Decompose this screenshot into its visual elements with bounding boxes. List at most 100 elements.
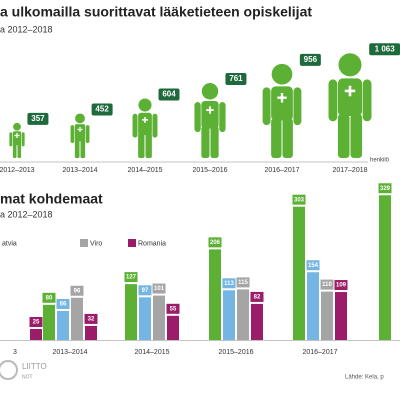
bar: [209, 249, 221, 340]
bar: [307, 272, 319, 340]
value-label-box: [306, 260, 320, 271]
value-label: 956: [304, 55, 318, 64]
legend-label: atvia: [2, 240, 17, 247]
value-label-box: [369, 43, 400, 56]
logo-text: NOT: [22, 374, 33, 380]
legend-swatch: [80, 239, 88, 247]
figure-body: [337, 78, 363, 117]
figure-leg: [74, 139, 80, 158]
figure-leg: [337, 114, 350, 158]
person-figure: [328, 53, 372, 158]
figure-arm: [21, 132, 25, 147]
value-label: 55: [170, 306, 177, 312]
value-label: 66: [60, 302, 67, 308]
value-label: 1 063: [375, 44, 396, 53]
chart-title: a ulkomailla suorittavat lääketieteen op…: [0, 4, 312, 20]
person-figure: [132, 98, 158, 158]
figure-leg: [138, 133, 145, 158]
value-label: 113: [224, 281, 234, 287]
figure-head: [138, 98, 152, 112]
x-tick-label: 2017–2018: [332, 167, 367, 174]
figure-arm: [293, 87, 302, 126]
figure-leg: [201, 126, 210, 158]
unit-label: henkilö: [370, 158, 390, 164]
figure-head: [338, 53, 362, 77]
value-label-box: [152, 283, 166, 294]
figure-body: [138, 112, 152, 136]
figure-arm: [9, 132, 13, 147]
bar: [321, 291, 333, 340]
figure-body: [12, 131, 22, 146]
value-label: 80: [46, 295, 53, 301]
figure-head: [13, 122, 21, 131]
value-label: 115: [238, 280, 248, 286]
value-label: 127: [126, 275, 137, 281]
bar: [71, 297, 83, 340]
figure-cross: [142, 116, 148, 123]
value-label-box: [42, 292, 56, 303]
bar: [153, 295, 165, 340]
figure-cross: [206, 106, 214, 114]
figure-body: [271, 86, 293, 121]
value-label-box: [27, 112, 49, 125]
value-label-box: [378, 183, 392, 194]
figure-cross: [344, 85, 356, 97]
person-figure: [70, 113, 90, 158]
value-label-box: [91, 103, 113, 116]
value-label: 96: [74, 288, 81, 294]
bar: [85, 325, 97, 340]
value-label-box: [56, 298, 70, 309]
figure-arm: [152, 113, 158, 138]
figure-arm: [362, 79, 372, 122]
value-label-box: [225, 73, 247, 86]
value-label: 109: [336, 283, 347, 289]
value-label: 604: [162, 90, 176, 99]
value-label: 357: [31, 114, 45, 123]
x-tick-label: 2016–2017: [302, 349, 337, 356]
value-label: 154: [308, 263, 319, 269]
legend-label: Viro: [90, 240, 102, 247]
figure-head: [271, 63, 293, 85]
x-tick-label: 2015–2016: [192, 167, 227, 174]
x-tick-label: 3: [13, 349, 17, 356]
value-label-box: [29, 317, 43, 327]
bar: [57, 310, 69, 340]
legend-swatch: [128, 239, 136, 247]
figure-leg: [12, 143, 17, 158]
x-tick-label: 2013–2014: [52, 349, 87, 356]
chart-subtitle: a 2012–2018: [0, 209, 53, 219]
legend-label: Romania: [138, 240, 166, 247]
figure-arm: [70, 125, 75, 143]
bar: [139, 297, 151, 340]
figure-arm: [194, 102, 201, 133]
bar: [125, 284, 137, 340]
value-label-box: [299, 53, 321, 66]
value-label-box: [222, 278, 236, 289]
value-label-box: [138, 285, 152, 296]
logo-icon: [0, 360, 18, 380]
value-label-box: [250, 291, 264, 302]
x-tick-label: 2013–2014: [62, 167, 97, 174]
logo-text: LIITTO: [22, 362, 47, 371]
bar: [223, 290, 235, 340]
figure-head: [75, 113, 85, 124]
figure-leg: [271, 118, 282, 158]
value-label: 206: [210, 240, 221, 246]
value-label: 761: [229, 74, 243, 83]
figure-body: [201, 101, 219, 129]
person-figure: [194, 83, 226, 158]
figure-arm: [85, 125, 90, 143]
figure-body: [74, 124, 86, 142]
figure-arm: [328, 79, 338, 122]
value-label-box: [236, 277, 250, 288]
figure-head: [201, 83, 219, 100]
value-label-box: [320, 279, 334, 290]
value-label-box: [70, 285, 84, 296]
bar: [293, 206, 305, 340]
x-tick-label: 2014–2015: [127, 167, 162, 174]
bar: [43, 304, 55, 340]
value-label: 25: [33, 320, 40, 326]
value-label-box: [334, 280, 348, 291]
value-label-box: [208, 237, 222, 248]
